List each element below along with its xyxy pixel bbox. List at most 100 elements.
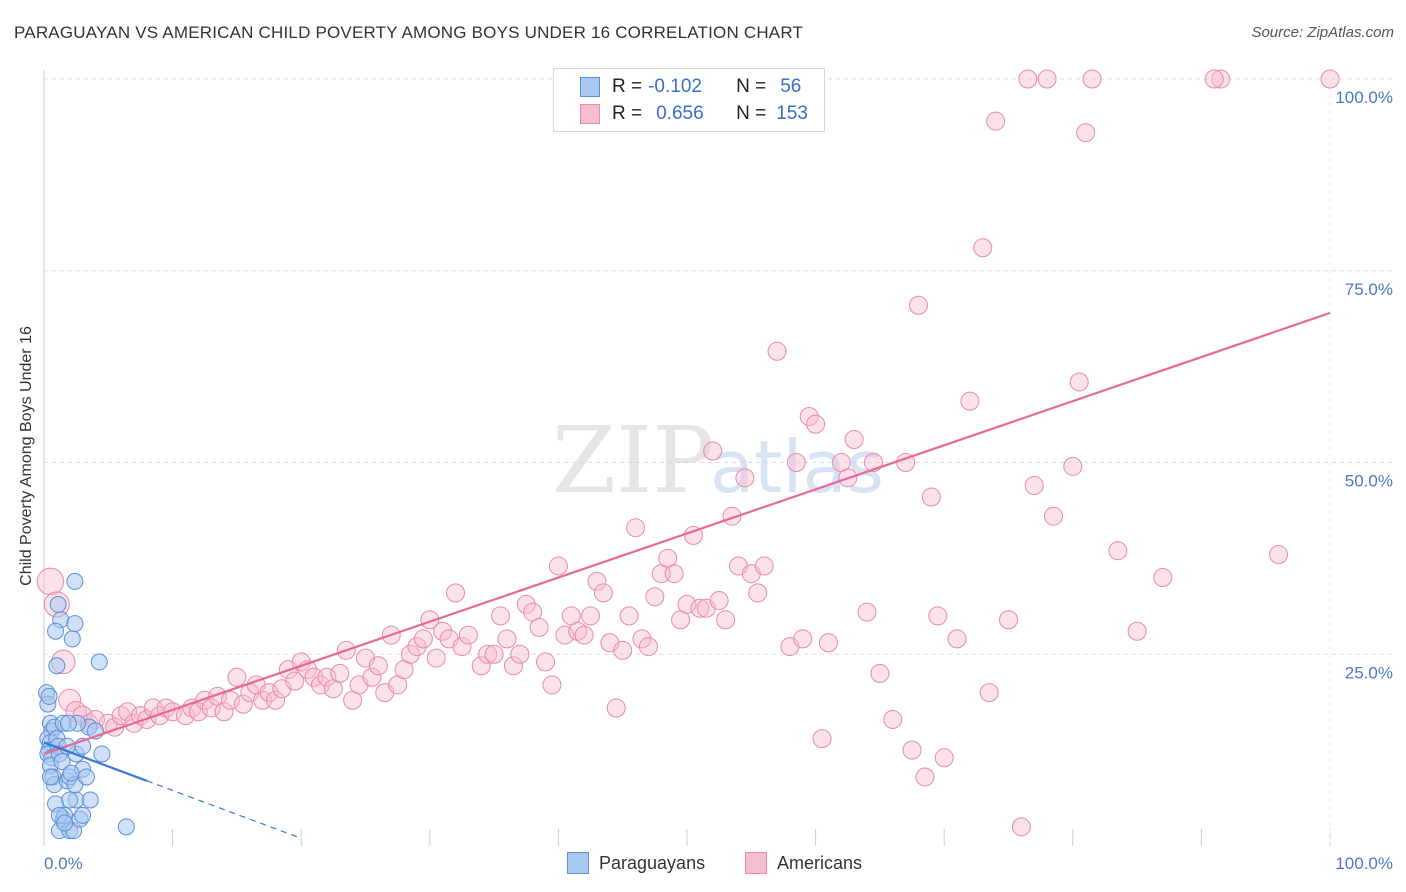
n-value: 56 bbox=[780, 76, 802, 97]
americans-point bbox=[310, 675, 330, 695]
legend-americans[interactable]: Americans bbox=[745, 852, 862, 874]
americans-point bbox=[1024, 476, 1044, 496]
americans-point bbox=[735, 468, 755, 488]
americans-point bbox=[548, 556, 568, 576]
americans-point bbox=[214, 702, 234, 722]
americans-point bbox=[857, 602, 877, 622]
n-label: N = bbox=[736, 103, 767, 124]
americans-point bbox=[632, 629, 652, 649]
americans-point bbox=[555, 625, 575, 645]
americans-points bbox=[36, 69, 1340, 837]
americans-point bbox=[915, 767, 935, 787]
americans-point bbox=[36, 567, 65, 596]
americans-point bbox=[581, 606, 601, 626]
americans-point bbox=[587, 571, 607, 591]
americans-point bbox=[844, 429, 864, 449]
americans-point bbox=[973, 238, 993, 258]
americans-point bbox=[471, 656, 491, 676]
americans-point bbox=[452, 637, 472, 657]
trend-lines bbox=[43, 311, 1331, 839]
americans-point bbox=[1269, 545, 1289, 565]
americans-point bbox=[362, 667, 382, 687]
americans-point bbox=[812, 729, 832, 749]
r-value: 0.656 bbox=[656, 103, 704, 124]
paraguayans-trend-line bbox=[43, 741, 148, 782]
americans-point bbox=[265, 690, 285, 710]
americans-point bbox=[285, 671, 305, 691]
americans-legend-label: Americans bbox=[777, 852, 863, 873]
americans-point bbox=[1320, 69, 1340, 89]
americans-point bbox=[754, 556, 774, 576]
x-tick-label: 0.0% bbox=[44, 854, 83, 873]
americans-point bbox=[484, 644, 504, 664]
paraguayans-point bbox=[53, 753, 71, 771]
americans-point bbox=[986, 111, 1006, 131]
americans-point bbox=[793, 629, 813, 649]
grid-layer bbox=[43, 70, 1395, 846]
chart-title: PARAGUAYAN VS AMERICAN CHILD POVERTY AMO… bbox=[14, 23, 804, 42]
americans-point bbox=[716, 610, 736, 630]
americans-point bbox=[201, 698, 221, 718]
americans-point bbox=[536, 652, 556, 672]
paraguayans-point bbox=[47, 622, 65, 640]
paraguayans-swatch bbox=[580, 77, 600, 97]
paraguayans-point bbox=[81, 791, 99, 809]
americans-point bbox=[928, 606, 948, 626]
americans-point bbox=[1011, 817, 1031, 837]
americans-point bbox=[195, 690, 215, 710]
americans-point bbox=[1082, 69, 1102, 89]
americans-point bbox=[58, 688, 82, 712]
legend-paraguayans[interactable]: Paraguayans bbox=[567, 852, 705, 874]
americans-swatch bbox=[580, 104, 600, 124]
paraguayans-point bbox=[61, 791, 79, 809]
stats-row-americans: R = 0.656 N = 153 bbox=[554, 100, 808, 128]
americans-point bbox=[818, 633, 838, 653]
americans-point bbox=[626, 518, 646, 538]
americans-point bbox=[227, 667, 247, 687]
paraguayans-point bbox=[77, 768, 95, 786]
paraguayans-point bbox=[117, 818, 135, 836]
y-tick-label: 50.0% bbox=[1345, 472, 1393, 491]
americans-point bbox=[799, 406, 819, 426]
r-label: R = bbox=[612, 76, 643, 97]
americans-point bbox=[883, 709, 903, 729]
americans-point bbox=[786, 453, 806, 472]
americans-point bbox=[1108, 541, 1128, 561]
paraguayans-point bbox=[66, 615, 84, 633]
americans-point bbox=[1204, 69, 1224, 89]
x-tick-label: 100.0% bbox=[1335, 854, 1393, 873]
americans-point bbox=[613, 640, 633, 660]
americans-point bbox=[934, 748, 954, 768]
y-tick-label: 25.0% bbox=[1345, 663, 1393, 682]
americans-point bbox=[426, 648, 446, 668]
americans-point bbox=[516, 594, 536, 614]
paraguayans-point bbox=[40, 687, 58, 705]
paraguayans-point bbox=[62, 764, 80, 782]
americans-point bbox=[709, 591, 729, 611]
paraguayans-legend-swatch bbox=[567, 852, 589, 874]
americans-point bbox=[947, 629, 967, 649]
americans-point bbox=[1153, 568, 1173, 588]
americans-point bbox=[529, 617, 549, 637]
americans-point bbox=[446, 583, 466, 603]
stats-box: R = -0.102 N = 56 R = 0.656 N = 153 bbox=[553, 68, 825, 132]
americans-point bbox=[921, 487, 941, 507]
stats-row-paraguayans: R = -0.102 N = 56 bbox=[554, 73, 801, 101]
americans-point bbox=[870, 663, 890, 683]
r-value: -0.102 bbox=[648, 76, 702, 97]
paraguayans-point bbox=[74, 806, 92, 824]
paraguayans-point bbox=[93, 745, 111, 763]
americans-point bbox=[664, 564, 684, 584]
paraguayans-point bbox=[90, 653, 108, 671]
americans-point bbox=[677, 594, 697, 614]
n-value: 153 bbox=[776, 103, 808, 124]
americans-point bbox=[259, 683, 279, 703]
paraguayans-point bbox=[48, 657, 66, 675]
americans-point bbox=[1076, 123, 1096, 143]
americans-point bbox=[220, 690, 240, 710]
americans-point bbox=[979, 683, 999, 703]
americans-point bbox=[188, 702, 208, 722]
americans-point bbox=[118, 702, 138, 722]
americans-point bbox=[1069, 372, 1089, 392]
americans-point bbox=[645, 587, 665, 607]
